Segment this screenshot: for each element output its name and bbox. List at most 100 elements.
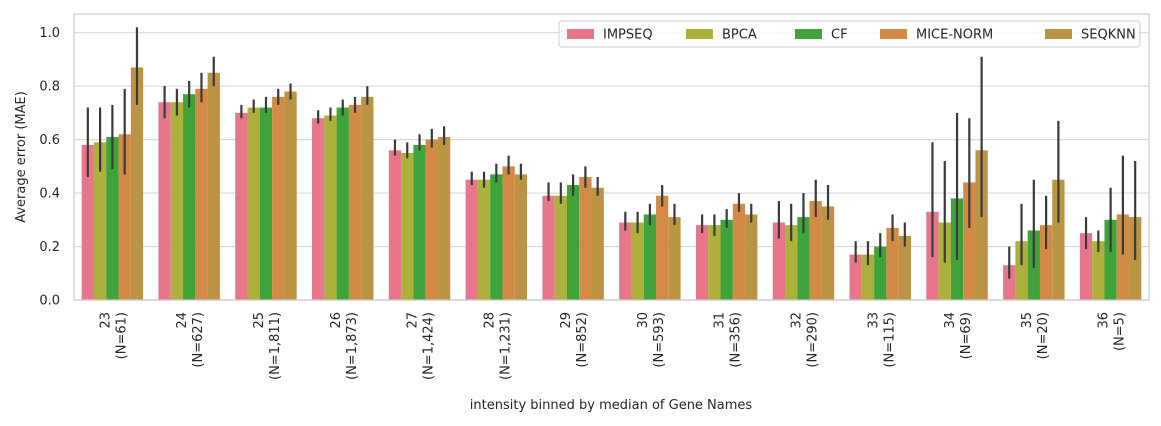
bar [1092,241,1105,300]
x-tick-label: 35 (N=20) [1020,312,1051,359]
bar [312,118,325,301]
legend: IMPSEQ BPCA CF MICE-NORM SEQKNN [558,20,1141,48]
x-tick-label: 34 (N=69) [943,312,974,359]
x-tick-label-count: (N=1,231) [498,312,513,380]
x-tick-label-count: (N=1,424) [422,312,437,380]
bar [1015,241,1028,300]
x-tick-label-count: (N=115) [882,312,897,368]
legend-item: IMPSEQ [567,28,653,43]
bar [502,166,515,300]
x-tick-label: 26 (N=1,873) [329,312,360,380]
x-tick-label-value: 36 [1097,312,1112,329]
bar [1003,265,1016,300]
bar [207,72,220,300]
legend-swatch [567,29,594,39]
legend-item: MICE-NORM [880,28,993,43]
x-tick-label-count: (N=5) [1113,312,1128,351]
x-tick-label: 24 (N=627) [175,312,206,368]
y-tick-label: 0.2 [39,240,60,255]
legend-items: IMPSEQ BPCA CF MICE-NORM SEQKNN [567,28,1136,43]
x-tick-label: 28 (N=1,231) [482,312,513,380]
bars-layer [81,67,1142,301]
bar [106,136,119,300]
bar [465,179,478,300]
legend-frame [558,20,1141,48]
x-tick-label: 27 (N=1,424) [406,312,437,380]
bar [324,115,337,300]
x-tick-label-count: (N=290) [805,312,820,368]
bar [861,254,875,300]
legend-swatch [880,29,907,39]
y-axis-label: Average error (MAE) [14,91,29,223]
legend-label: MICE-NORM [916,28,993,43]
legend-swatch [686,29,713,39]
bar [668,217,681,300]
bar [413,144,426,300]
bar [130,67,144,300]
bar [566,185,580,300]
x-tick-label-value: 26 [329,312,344,329]
bar [336,107,349,301]
x-tick-label: 32 (N=290) [789,312,820,368]
x-tick-label-value: 32 [789,312,804,329]
x-tick-label: 31 (N=356) [713,312,744,368]
legend-item: CF [795,28,848,43]
legend-swatch [795,29,822,39]
y-tick-label: 1.0 [39,26,60,41]
bar [1052,179,1065,300]
bar [158,102,171,301]
x-tick-label-value: 25 [252,312,267,329]
x-tick-label-count: (N=69) [959,312,974,359]
y-tick-label: 0.4 [39,187,60,202]
bar [1079,233,1093,300]
bar [93,142,107,300]
x-tick-label-value: 30 [636,312,651,329]
legend-label: IMPSEQ [603,28,653,43]
x-tick-label: 33 (N=115) [866,312,897,368]
bar [591,187,604,300]
bar [554,195,567,300]
bar [797,217,810,300]
y-tick-labels: 0.0 0.2 0.4 0.6 0.8 1.0 [39,26,60,308]
bar [656,195,669,300]
x-tick-label-value: 34 [943,312,958,329]
x-tick-label-count: (N=1,811) [268,312,283,380]
x-axis-label: intensity binned by median of Gene Names [470,398,753,413]
bar [785,225,798,300]
x-tick-label: 23 (N=61) [98,312,129,359]
x-tick-label-value: 23 [98,312,113,329]
x-tick-label: 29 (N=852) [559,312,590,368]
bar [247,107,260,301]
x-tick-label-count: (N=20) [1036,312,1051,359]
bar [732,203,746,300]
bar [259,107,273,301]
bar [542,195,555,300]
x-tick-label-value: 24 [175,312,190,329]
bar [477,179,491,300]
x-tick-label-count: (N=852) [575,312,590,368]
x-tick-label-value: 31 [713,312,728,329]
legend-item: SEQKNN [1045,28,1136,43]
bar [772,222,786,300]
legend-label: SEQKNN [1081,28,1136,43]
bar [708,225,721,300]
bar [183,94,196,300]
x-tick-label-count: (N=627) [191,312,206,368]
legend-label: BPCA [722,28,757,43]
bar [1116,214,1130,300]
bar [963,182,976,300]
bar [1104,219,1117,300]
bar [514,174,528,300]
x-tick-label-count: (N=61) [114,312,129,359]
bar [695,225,709,300]
bar [361,96,374,301]
bar [425,139,438,300]
bar [745,214,758,300]
x-tick-labels: 23 (N=61) 24 (N=627) 25 (N=1,811) 26 (N=1,873) 2… [98,312,1127,380]
bar [643,214,657,300]
bar [720,219,733,300]
bar [235,112,248,301]
error-bars-layer [86,27,1137,279]
